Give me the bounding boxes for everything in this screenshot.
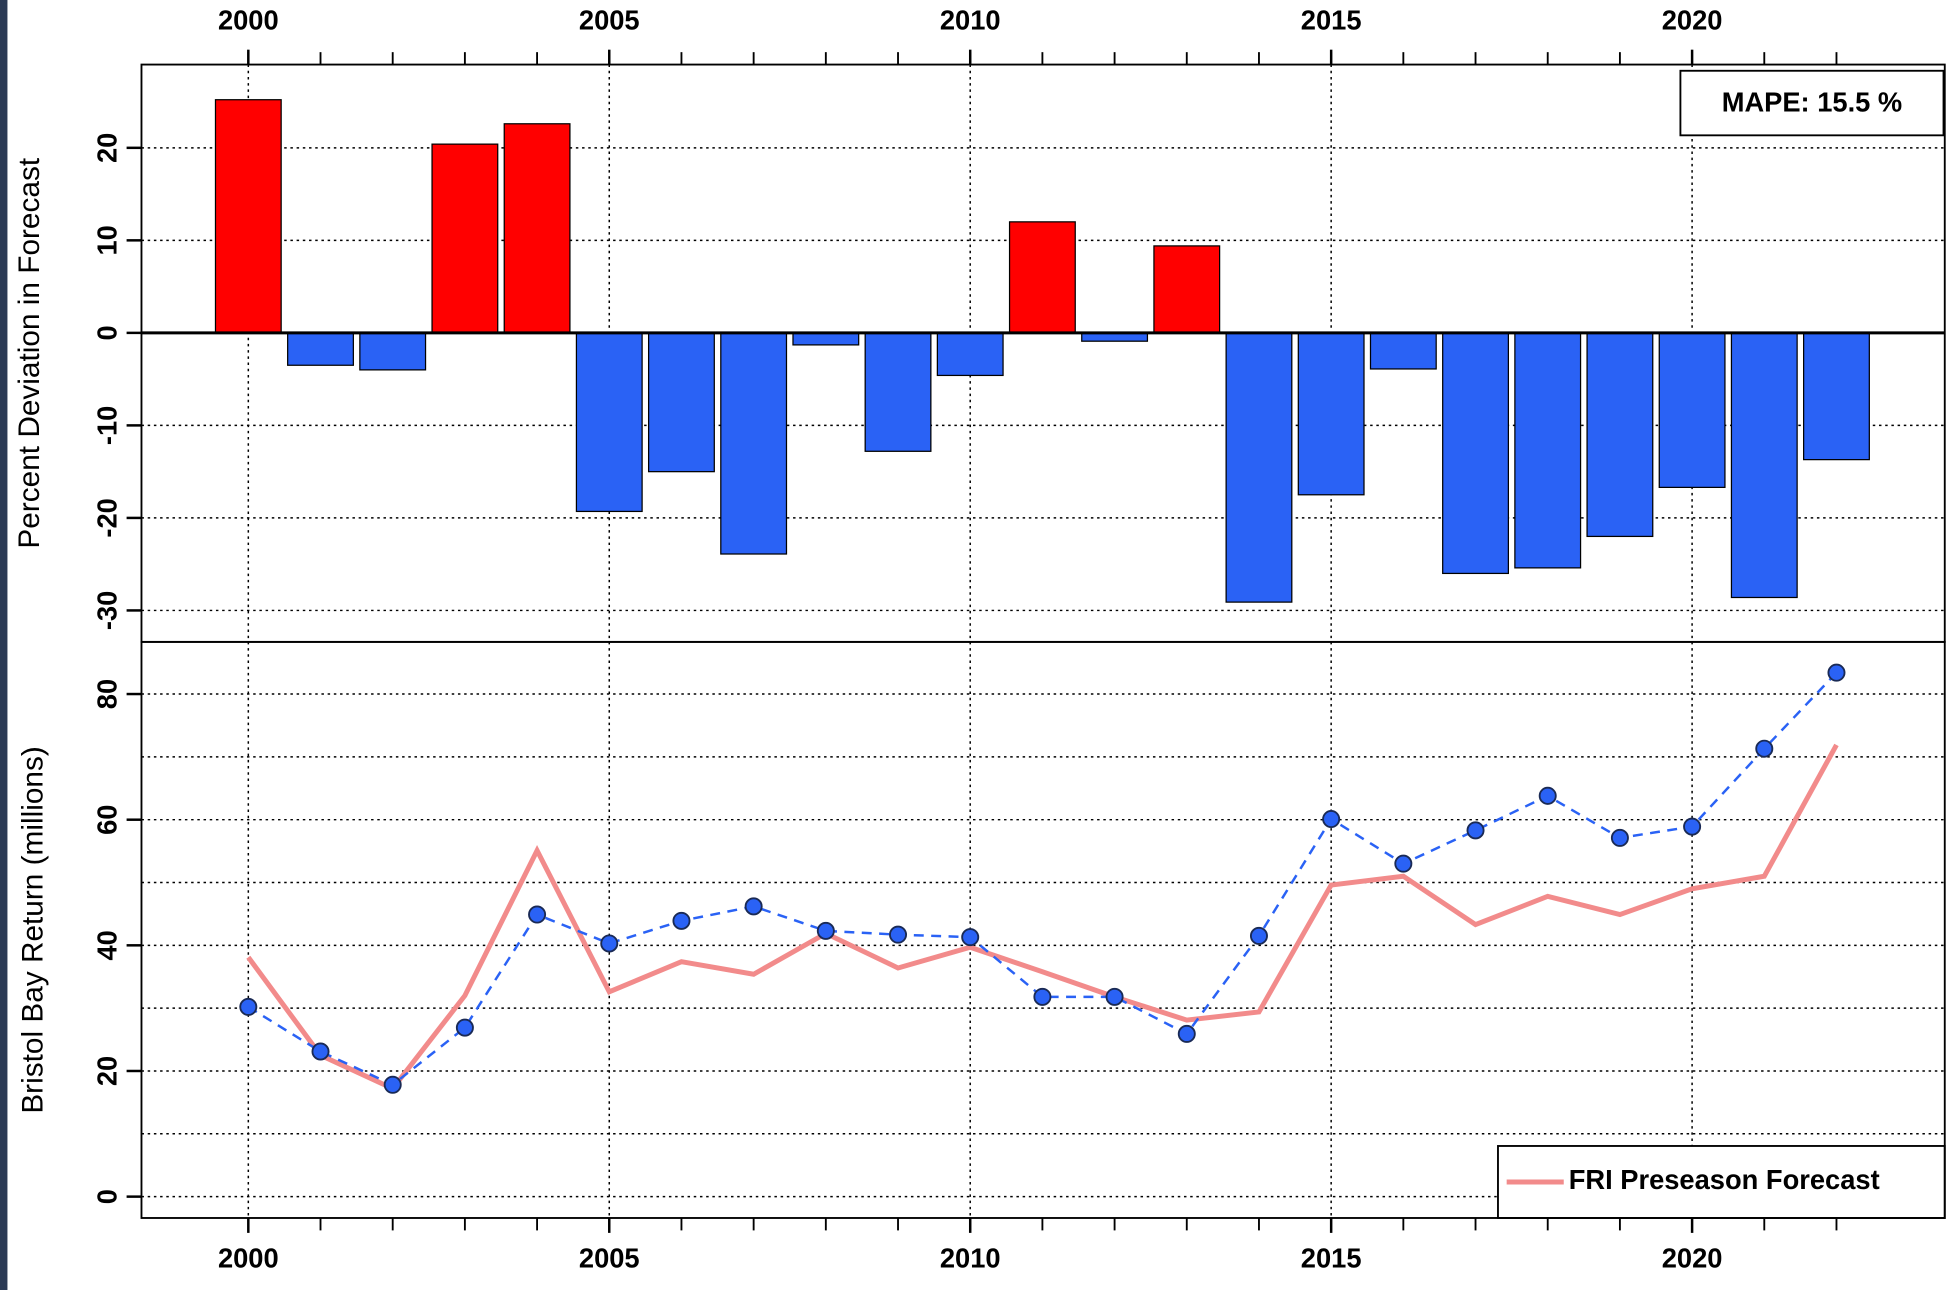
annotation-box [1679, 69, 1945, 137]
bar [1297, 332, 1365, 496]
bar [287, 332, 354, 366]
point [1466, 821, 1485, 840]
annotation: MAPE: 15.5 % [1679, 69, 1945, 137]
point [1394, 854, 1413, 873]
y-tick-label: 0 [91, 1189, 122, 1204]
x-tick-label: 2020 [1662, 1242, 1723, 1273]
bar [792, 332, 860, 346]
bar [864, 332, 932, 452]
series-line [247, 671, 1838, 1087]
bar [936, 332, 1004, 377]
point [1322, 810, 1341, 829]
bar [1442, 332, 1509, 575]
point [239, 997, 258, 1016]
x-tick-label: 2000 [218, 1242, 279, 1273]
point [600, 934, 619, 953]
y-tick-label: 20 [91, 133, 122, 163]
annotation-text: MAPE: 15.5 % [1722, 87, 1902, 118]
y-tick-label: 40 [91, 930, 122, 960]
point [311, 1042, 330, 1061]
series-line [246, 743, 1839, 1092]
bar [575, 332, 643, 513]
point [383, 1075, 402, 1094]
window-edge [0, 0, 8, 1290]
point [744, 897, 763, 916]
point [1755, 739, 1774, 758]
point [1033, 987, 1052, 1006]
bar [1369, 332, 1437, 370]
panel-frame [140, 640, 1946, 1219]
point [889, 925, 908, 944]
point [816, 921, 835, 940]
y-tick-label: 80 [91, 679, 122, 709]
point [455, 1018, 474, 1037]
point [1249, 926, 1268, 945]
x-tick-label: 2005 [579, 5, 640, 36]
point [1177, 1024, 1196, 1043]
y-tick-label: -10 [91, 406, 122, 445]
x-tick-label: 2015 [1301, 5, 1362, 36]
y-tick-label: 10 [91, 225, 122, 255]
y-tick-label: -30 [91, 591, 122, 630]
point [1105, 987, 1124, 1006]
y-tick-label: 0 [91, 325, 122, 340]
x-tick-label: 2010 [940, 5, 1001, 36]
bar [647, 332, 715, 473]
bar [1225, 332, 1293, 603]
bar [1658, 332, 1726, 489]
point [1610, 828, 1629, 847]
bar [1514, 332, 1582, 569]
legend-box [1497, 1145, 1946, 1219]
point [528, 905, 547, 924]
y-axis-label: Percent Deviation in Forecast [13, 157, 46, 548]
bar [503, 123, 571, 334]
y-tick-label: -20 [91, 498, 122, 537]
x-tick-label: 2005 [579, 1242, 640, 1273]
x-tick-label: 2015 [1301, 1242, 1362, 1273]
point [1683, 817, 1702, 836]
bar [1730, 332, 1798, 599]
point [672, 911, 691, 930]
x-tick-label: 2020 [1662, 5, 1723, 36]
bar [431, 143, 499, 334]
legend: FRI Preseason Forecast [1497, 1145, 1946, 1219]
bar [1153, 245, 1221, 334]
point [1827, 663, 1846, 682]
bar [1803, 332, 1870, 461]
bar [1586, 332, 1654, 538]
x-tick-label: 2010 [940, 1242, 1001, 1273]
point [961, 928, 980, 947]
bar [359, 332, 427, 371]
y-axis-label: Bristol Bay Return (millions) [17, 746, 50, 1113]
point [1538, 786, 1557, 805]
y-tick-label: 60 [91, 804, 122, 834]
bar [1008, 221, 1076, 334]
bar [214, 99, 282, 334]
x-tick-label: 2000 [218, 5, 279, 36]
legend-label: FRI Preseason Forecast [1569, 1164, 1880, 1195]
y-tick-label: 20 [91, 1056, 122, 1086]
bar [720, 332, 788, 555]
